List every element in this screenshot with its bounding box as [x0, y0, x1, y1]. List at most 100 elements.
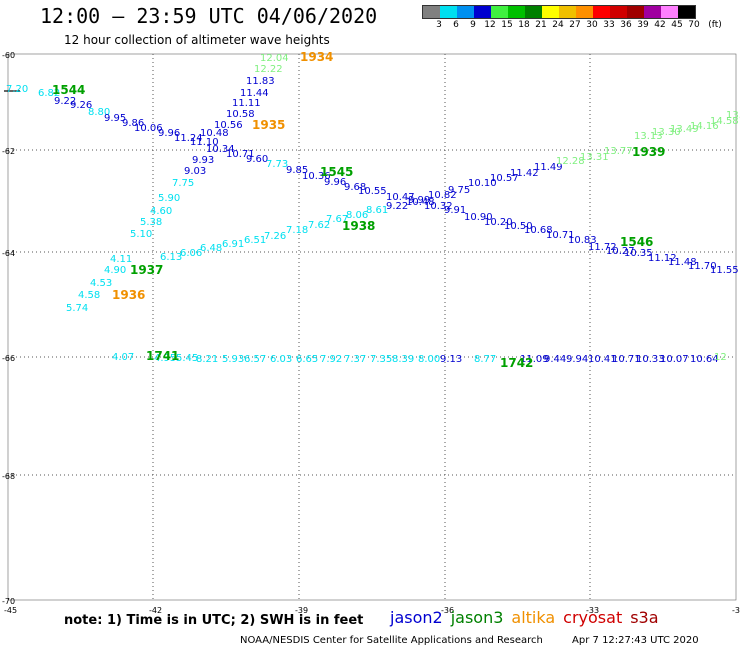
color-scale-label: 18 — [518, 20, 530, 30]
wave-height-reading: 10.41 — [588, 354, 617, 365]
wave-height-reading: 4.60 — [150, 206, 172, 217]
wave-height-reading: 13.49 — [670, 124, 699, 135]
color-scale-label: 12 — [484, 20, 496, 30]
satellite-altika: altika — [511, 608, 556, 627]
wave-height-reading: 7.75 — [172, 178, 194, 189]
pass-time-label: 1935 — [252, 118, 285, 132]
wave-height-reading: 10.64 — [690, 354, 719, 365]
color-swatch — [627, 6, 644, 18]
wave-height-reading: 10.33 — [636, 354, 665, 365]
latitude-label: -64 — [2, 249, 15, 258]
latitude-label: -66 — [2, 354, 15, 363]
color-swatch — [440, 6, 457, 18]
wave-height-reading: 5.74 — [66, 303, 88, 314]
wave-height-reading: 12.28 — [556, 156, 585, 167]
pass-1936: 4.114.90 4.534.58 5.74 1936 — [66, 254, 145, 314]
wave-height-reading: 11.72 — [588, 242, 617, 253]
pass-1544: 7.20 6.829.229.268.809.959.8610.069.9611.… — [6, 83, 331, 182]
color-scale-label: 42 — [654, 20, 666, 30]
wave-height-reading: 8.39 — [392, 354, 414, 365]
wave-height-reading: 9.22 — [54, 96, 76, 107]
color-scale-bar — [422, 5, 696, 19]
wave-height-reading: 12.22 — [254, 64, 283, 75]
wave-height-reading: 10.48 — [200, 128, 229, 139]
color-swatch — [542, 6, 559, 18]
color-scale-label: 70 — [688, 20, 700, 30]
color-swatch — [457, 6, 474, 18]
color-swatch — [593, 6, 610, 18]
satellite-cryosat: cryosat — [563, 608, 623, 627]
color-scale-label: 9 — [470, 20, 476, 30]
longitude-label: -36 — [441, 606, 454, 615]
pass-1545: 9.969.6810.5510.4710.4810.329.9110.9010.… — [320, 165, 653, 259]
pass-1741: 4.07 4.95 5.458.21 5.93 6.57 6.03 6.65 7.92 7.37… — [112, 349, 496, 365]
wave-height-reading: 10.90 — [464, 212, 493, 223]
wave-height-reading: 10.20 — [484, 217, 513, 228]
color-scale-label: 27 — [569, 20, 581, 30]
wave-height-reading: 11.70 — [688, 261, 717, 272]
pass-time-label: 1934 — [300, 50, 333, 64]
wave-height-reading: 10.68 — [524, 225, 553, 236]
wave-height-reading: 13.77 — [604, 146, 633, 157]
wave-height-reading: 9.44 — [544, 354, 566, 365]
wave-height-reading: 9.99 — [408, 195, 430, 206]
wave-height-reading: 11.09 — [520, 354, 549, 365]
wave-height-reading: 10.82 — [428, 190, 457, 201]
wave-height-reading: 10.58 — [226, 109, 255, 120]
wave-height-reading: 11.55 — [710, 265, 739, 276]
wave-height-reading: 6.48 — [200, 243, 222, 254]
wave-height-reading: 7.20 — [6, 84, 28, 95]
color-scale-label: 36 — [620, 20, 632, 30]
wave-height-reading: 13.31 — [580, 152, 609, 163]
wave-height-reading: 10.48 — [406, 197, 435, 208]
color-scale-label: (ft) — [708, 20, 722, 30]
wave-height-reading: 9.68 — [344, 182, 366, 193]
observations: 7.20 6.829.229.268.809.959.8610.069.9611.… — [4, 50, 740, 370]
color-scale-label: 33 — [603, 20, 615, 30]
wave-height-reading: 5.38 — [140, 217, 162, 228]
wave-height-reading: 8.80 — [88, 107, 110, 118]
wave-height-reading: 10.83 — [568, 235, 597, 246]
wave-height-reading: 11.42 — [510, 168, 539, 179]
wave-height-reading: 11.83 — [246, 76, 275, 87]
color-scale-label: 3 — [436, 20, 442, 30]
longitude-labels: -45 -42 -39 -36 -33 -30 — [4, 606, 740, 615]
satellite-jason2: jason2 — [390, 608, 443, 627]
pass-1938: 1938 — [342, 219, 375, 233]
pass-time-label: 1544 — [52, 83, 85, 97]
wave-height-reading: 7.26 — [264, 231, 286, 242]
wave-height-reading: 8.00 — [418, 354, 440, 365]
wave-height-reading: 8.21 — [196, 354, 218, 365]
wave-height-reading: 10.71 — [226, 149, 255, 160]
wave-height-reading: 11.10 — [190, 137, 219, 148]
wave-height-reading: 6.65 — [296, 354, 318, 365]
pass-time-label: 1546 — [620, 235, 653, 249]
satellite-s3a: s3a — [630, 608, 659, 627]
wave-height-reading: 9.95 — [104, 113, 126, 124]
wave-height-reading: 7.18 — [286, 225, 308, 236]
latitude-label: -68 — [2, 472, 15, 481]
wave-height-reading: 10.50 — [504, 221, 533, 232]
color-scale-label: 21 — [535, 20, 547, 30]
longitude-label: -39 — [295, 606, 308, 615]
color-swatch — [576, 6, 593, 18]
map-grid — [7, 53, 737, 601]
credit-text: NOAA/NESDIS Center for Satellite Applica… — [240, 635, 543, 646]
wave-height-reading: 7.92 — [320, 354, 342, 365]
color-scale-label: 45 — [671, 20, 683, 30]
wave-height-reading: 9.03 — [184, 166, 206, 177]
wave-height-reading: 7.73 — [266, 159, 288, 170]
wave-height-reading: 9.96 — [324, 177, 346, 188]
color-swatch — [491, 6, 508, 18]
wave-height-reading: 7.67 — [326, 214, 348, 225]
wave-height-reading: 6.03 — [270, 354, 292, 365]
wave-height-reading: 5.90 — [158, 193, 180, 204]
color-scale-labels: 3 6 9 12 15 18 21 24 27 30 33 36 39 42 45 70 (ft) — [422, 19, 722, 31]
wave-height-reading: 10.57 — [490, 173, 519, 184]
wave-height-reading: 9.85 — [286, 165, 308, 176]
latitude-label: -60 — [2, 51, 15, 60]
wave-height-reading: 10.27 — [606, 246, 635, 257]
